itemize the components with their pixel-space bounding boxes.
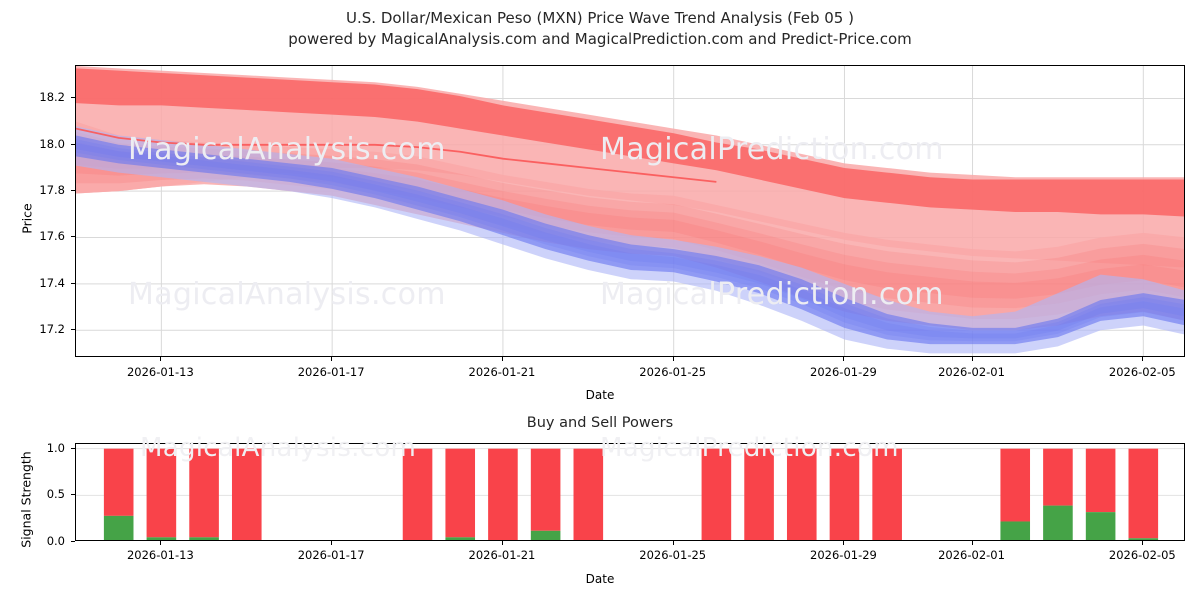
price-y-tick-label: 17.2 — [39, 322, 65, 337]
signal-bar — [829, 448, 860, 540]
signal-x-tick-label: 2026-01-29 — [810, 548, 877, 562]
price-x-axis-label: Date — [585, 388, 615, 402]
price-y-tick-mark — [71, 329, 75, 331]
signal-y-tick-mark — [71, 494, 75, 496]
price-y-axis-label: Price — [19, 203, 35, 234]
signal-bar — [744, 448, 774, 540]
price-x-tick-label: 2026-01-25 — [639, 365, 707, 379]
signal-x-tick-label: 2026-01-17 — [297, 548, 365, 562]
price-x-tick-mark — [971, 357, 973, 361]
signal-bar — [189, 448, 219, 540]
price-y-tick-mark — [71, 97, 75, 99]
signal-bar — [146, 448, 177, 540]
price-x-tick-mark — [501, 357, 503, 361]
signal-x-tick-label: 2026-02-01 — [938, 548, 1005, 562]
price-x-tick-label: 2026-01-13 — [126, 365, 194, 379]
signal-x-axis-label: Date — [585, 572, 615, 586]
signal-bar — [1128, 448, 1159, 540]
price-y-tick-label: 18.2 — [39, 90, 65, 105]
price-x-tick-label: 2026-02-01 — [938, 365, 1005, 379]
signal-x-tick-label: 2026-01-21 — [468, 548, 536, 562]
chart-title-block: U.S. Dollar/Mexican Peso (MXN) Price Wav… — [0, 8, 1200, 50]
price-x-tick-label: 2026-02-05 — [1108, 365, 1176, 379]
buy-sell-powers-plot — [75, 443, 1185, 541]
signal-bar — [103, 448, 134, 540]
signal-y-tick-label: 0.0 — [46, 534, 65, 548]
signal-x-tick-mark — [1142, 541, 1144, 545]
price-x-tick-label: 2026-01-29 — [810, 365, 877, 379]
price-y-tick-mark — [71, 236, 75, 238]
price-x-tick-mark — [672, 357, 674, 361]
price-x-tick-label: 2026-01-17 — [297, 365, 365, 379]
price-wave-plot — [75, 65, 1185, 357]
signal-bar — [1085, 448, 1116, 540]
price-y-tick-label: 17.6 — [39, 229, 65, 244]
signal-x-tick-mark — [501, 541, 503, 545]
signal-y-tick-mark — [71, 447, 75, 449]
signal-plot-title: Buy and Sell Powers — [526, 415, 674, 431]
signal-bar — [701, 448, 732, 540]
signal-bar — [573, 448, 604, 540]
signal-bar — [786, 448, 817, 540]
signal-x-tick-label: 2026-01-13 — [126, 548, 194, 562]
price-y-tick-mark — [71, 190, 75, 192]
signal-bar — [231, 448, 262, 540]
signal-bar — [1000, 448, 1031, 540]
signal-y-tick-label: 0.5 — [46, 487, 65, 502]
buy-sell-powers-svg — [76, 448, 1184, 540]
price-x-tick-label: 2026-01-21 — [468, 365, 536, 379]
signal-y-tick-label: 1.0 — [46, 440, 65, 455]
signal-bar — [872, 448, 902, 540]
signal-x-tick-mark — [160, 541, 162, 545]
signal-bar — [445, 448, 476, 540]
signal-x-tick-mark — [843, 541, 845, 545]
signal-x-tick-label: 2026-02-05 — [1108, 548, 1176, 562]
signal-x-tick-mark — [971, 541, 973, 545]
signal-bar — [488, 448, 518, 540]
signal-bar — [402, 448, 433, 540]
signal-y-axis-label: Signal Strength — [18, 451, 34, 548]
price-x-tick-mark — [331, 357, 333, 361]
signal-y-tick-mark — [71, 541, 75, 542]
signal-x-tick-mark — [331, 541, 333, 545]
price-y-tick-label: 18.0 — [39, 136, 65, 151]
signal-x-tick-label: 2026-01-25 — [639, 548, 707, 562]
signal-bar — [530, 448, 561, 540]
price-x-tick-mark — [1142, 357, 1144, 361]
price-x-tick-mark — [160, 357, 162, 361]
price-y-tick-label: 17.4 — [39, 275, 65, 290]
page-title: U.S. Dollar/Mexican Peso (MXN) Price Wav… — [346, 9, 854, 27]
page-subtitle: powered by MagicalAnalysis.com and Magic… — [288, 30, 912, 48]
signal-x-tick-mark — [672, 541, 674, 545]
price-y-tick-mark — [71, 282, 75, 284]
price-wave-svg — [76, 66, 1184, 356]
price-y-tick-mark — [71, 143, 75, 145]
price-x-tick-mark — [843, 357, 845, 361]
price-y-tick-label: 17.8 — [39, 183, 65, 198]
signal-bar — [1043, 448, 1073, 540]
